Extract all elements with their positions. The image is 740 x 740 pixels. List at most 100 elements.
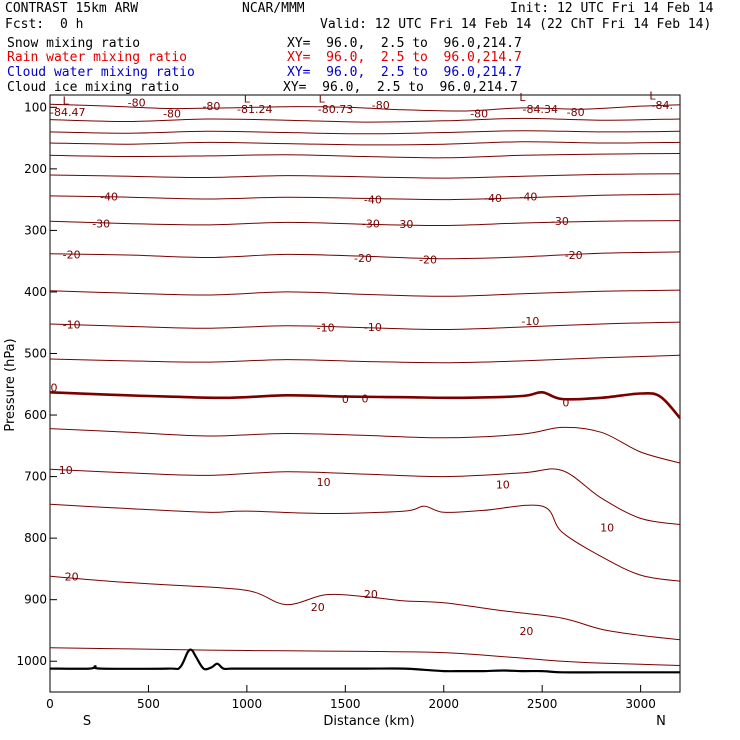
contour-label: -10 (63, 319, 81, 332)
contour-label: -40 (100, 191, 118, 204)
model-title: CONTRAST 15km ARW (5, 1, 139, 16)
contour-label: 10 (600, 522, 614, 535)
field-cloudwater-name: Cloud water mixing ratio (7, 65, 195, 80)
contour-label: -30 (362, 218, 380, 231)
y-tick-label: 900 (24, 593, 47, 607)
low-marker: L (244, 93, 251, 106)
field-rain-name: Rain water mixing ratio (7, 50, 188, 65)
contour-5 (49, 426, 681, 464)
contour-label: -80.73 (318, 103, 353, 116)
contour-m15 (49, 289, 681, 297)
contour-label: 0 (50, 381, 57, 394)
x-axis-right-end: N (656, 714, 666, 729)
y-tick-label: 700 (24, 470, 47, 484)
contour-label: 10 (496, 479, 510, 492)
contour-label: -40 (484, 192, 502, 205)
contour-label: 0 (362, 392, 369, 405)
init-time: Init: 12 UTC Fri 14 Feb 14 (510, 1, 714, 16)
field-snow-xy: XY= 96.0, 2.5 to 96.0,214.7 (287, 36, 522, 51)
contour-label: 20 (364, 588, 378, 601)
contour-label: -30 (395, 218, 413, 231)
x-tick-label: 500 (137, 697, 160, 711)
contour-label: -20 (354, 252, 372, 265)
contour-label: -10 (317, 322, 335, 335)
valid-time: Valid: 12 UTC Fri 14 Feb 14 (22 ChT Fri … (320, 17, 712, 32)
contour-20 (49, 575, 681, 641)
contour-label: 10 (317, 476, 331, 489)
contour-15 (49, 503, 681, 582)
y-tick-label: 100 (24, 100, 47, 114)
contour-label: -80 (470, 107, 488, 120)
fcst-label: Fcst: (5, 17, 45, 32)
contour-label: 20 (65, 570, 79, 583)
field-cloudwater-xy: XY= 96.0, 2.5 to 96.0,214.7 (287, 65, 522, 80)
x-tick-label: 1500 (330, 697, 361, 711)
y-tick-label: 400 (24, 285, 47, 299)
contour-m30 (49, 220, 681, 227)
contour-m50 (49, 153, 681, 159)
contour-m80 (49, 103, 681, 112)
contour-label: -84.34 (522, 103, 557, 116)
contour-label: -20 (565, 249, 583, 262)
x-tick-label: 2500 (527, 697, 558, 711)
terrain-profile (49, 648, 680, 674)
contour-labels: -84.47-80-80-80 -81.24 -80.73 -80-80 -84.34-… (50, 96, 673, 638)
contour-m55 (49, 141, 681, 146)
contour-label: -80 (372, 99, 390, 112)
y-axis-title: Pressure (hPa) (3, 338, 18, 431)
contour-label: -10 (364, 321, 382, 334)
contour-label: -80 (128, 96, 146, 109)
contour-m20 (49, 251, 681, 260)
low-marker: L (519, 91, 526, 104)
contour-label: -30 (551, 215, 569, 228)
contour-label: -81.24 (237, 103, 272, 116)
contour-label: -80 (567, 106, 585, 119)
x-axis-title: Distance (km) (323, 714, 414, 729)
contour-label: -80 (163, 107, 181, 120)
contour-label: 0 (562, 397, 569, 410)
contour-0 (49, 390, 681, 419)
contour-label: -84. (652, 99, 673, 112)
contour-label: -20 (419, 253, 437, 266)
contour-label: -40 (364, 194, 382, 207)
y-axis: 100 200 300 400 500 600 700 800 900 1000 (16, 100, 57, 668)
contour-lines (49, 103, 681, 666)
contour-label: -80 (202, 100, 220, 113)
field-cloudice-xy: XY= 96.0, 2.5 to 96.0,214.7 (283, 80, 518, 95)
contour-m10 (49, 321, 681, 331)
contour-label: -84.47 (50, 106, 85, 119)
contour-m45 (49, 173, 681, 179)
y-tick-label: 800 (24, 531, 47, 545)
contour-label: -40 (519, 191, 537, 204)
contour-label: -20 (63, 248, 81, 261)
y-tick-label: 1000 (16, 654, 47, 668)
contour-m5 (49, 354, 681, 364)
contour-m40 (49, 193, 681, 201)
center-title: NCAR/MMM (242, 1, 305, 16)
y-tick-label: 600 (24, 408, 47, 422)
field-cloudice-name: Cloud ice mixing ratio (7, 80, 180, 95)
low-marker: L (63, 95, 70, 108)
low-marker: L (649, 90, 656, 103)
x-tick-label: 2000 (428, 697, 459, 711)
contour-25 (49, 647, 681, 666)
contour-label: 20 (519, 625, 533, 638)
x-tick-label: 3000 (625, 697, 656, 711)
field-snow-name: Snow mixing ratio (7, 36, 141, 51)
contour-label: -10 (521, 315, 539, 328)
contour-10 (49, 468, 681, 526)
y-tick-label: 500 (24, 346, 47, 360)
contour-label: 10 (59, 464, 73, 477)
contour-m70 (49, 117, 681, 123)
x-tick-label: 1000 (232, 697, 263, 711)
x-axis: 0 500 1000 1500 2000 2500 3000 (46, 685, 656, 711)
y-tick-label: 200 (24, 162, 47, 176)
x-axis-left-end: S (83, 714, 91, 729)
contour-label: -30 (92, 218, 110, 231)
fcst-value: 0 h (60, 17, 84, 32)
x-tick-label: 0 (46, 697, 54, 711)
terrain-line (49, 648, 680, 674)
contour-m60 (49, 130, 681, 135)
